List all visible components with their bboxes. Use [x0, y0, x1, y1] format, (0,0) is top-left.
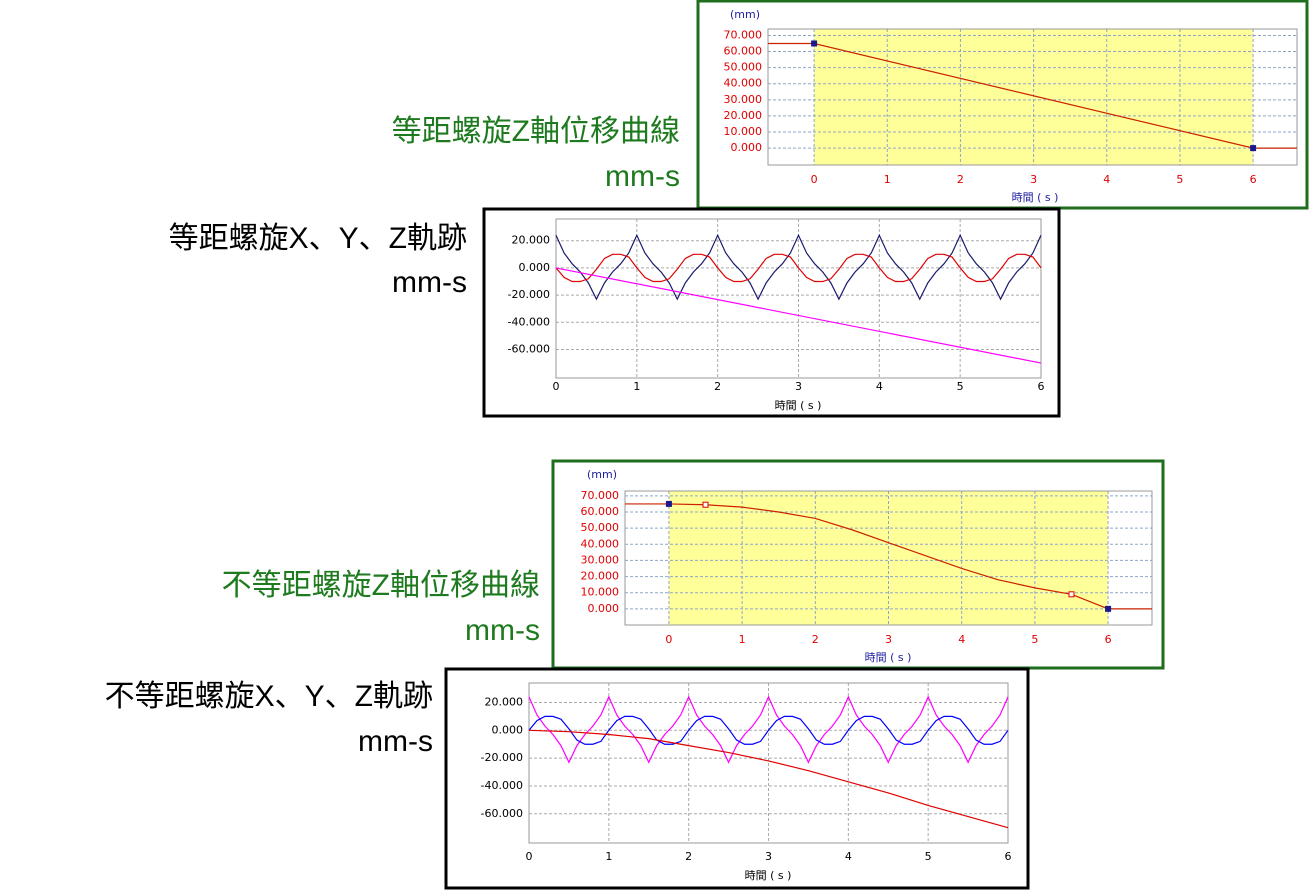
x-tick-label: 5	[1176, 173, 1183, 186]
x-tick-label: 2	[812, 633, 819, 646]
y-tick-label: 0.000	[731, 141, 763, 154]
series-line	[528, 715, 1009, 745]
x-tick-label: 3	[885, 633, 892, 646]
y-tick-label: 30.000	[724, 93, 763, 106]
x-tick-label: 0	[553, 380, 560, 393]
x-tick-label: 5	[957, 380, 964, 393]
y-tick-label: 10.000	[724, 125, 763, 138]
data-point	[1250, 145, 1257, 152]
y-tick-label: -20.000	[481, 751, 523, 764]
x-tick-label: 0	[526, 850, 533, 863]
x-tick-label: 4	[876, 380, 883, 393]
x-tick-label: 2	[957, 173, 964, 186]
data-point	[665, 500, 672, 507]
x-tick-label: 2	[685, 850, 692, 863]
chart-title: 不等距螺旋Z軸位移曲線	[222, 569, 540, 602]
series-line	[528, 695, 1009, 764]
chart-title: 等距螺旋X、Y、Z軌跡	[169, 222, 467, 255]
x-tick-label: 4	[845, 850, 852, 863]
x-tick-label: 5	[1031, 633, 1038, 646]
chart-frame	[482, 207, 1061, 418]
data-point	[1068, 591, 1075, 598]
x-tick-label: 3	[1030, 173, 1037, 186]
y-tick-label: 0.000	[492, 723, 524, 736]
y-tick-label: -40.000	[481, 779, 523, 792]
plot-border	[555, 218, 1042, 379]
y-tick-label: 0.000	[588, 602, 620, 615]
x-tick-label: 1	[605, 850, 612, 863]
y-tick-label: 10.000	[581, 586, 620, 599]
series-line	[555, 233, 1042, 301]
plot-border	[624, 490, 1153, 626]
x-tick-label: 1	[884, 173, 891, 186]
y-tick-label: 20.000	[512, 234, 551, 247]
y-tick-label: 40.000	[581, 537, 620, 550]
y-tick-label: 50.000	[724, 61, 763, 74]
x-tick-label: 3	[765, 850, 772, 863]
x-axis-label: 時間 ( s )	[1012, 191, 1059, 204]
y-axis-label: (mm)	[730, 8, 760, 21]
x-tick-label: 5	[925, 850, 932, 863]
y-tick-label: -40.000	[508, 315, 550, 328]
y-tick-label: -60.000	[481, 807, 523, 820]
series-line	[555, 253, 1042, 283]
x-tick-label: 4	[958, 633, 965, 646]
series-line	[555, 267, 1042, 364]
chart-subtitle: mm-s	[358, 725, 433, 758]
y-axis-label: (mm)	[587, 468, 617, 481]
chart-frame	[444, 667, 1030, 890]
chart-title: 等距螺旋Z軸位移曲線	[392, 115, 680, 148]
y-tick-label: 20.000	[485, 695, 524, 708]
x-tick-label: 6	[1105, 633, 1112, 646]
y-tick-label: 60.000	[581, 505, 620, 518]
data-point	[702, 501, 709, 508]
y-tick-label: 60.000	[724, 45, 763, 58]
plot-border	[767, 28, 1298, 166]
x-tick-label: 6	[1250, 173, 1257, 186]
data-point	[811, 40, 818, 47]
y-tick-label: 70.000	[581, 489, 620, 502]
x-axis-label: 時間 ( s )	[745, 869, 792, 882]
x-tick-label: 6	[1005, 850, 1012, 863]
chart-title: 不等距螺旋X、Y、Z軌跡	[105, 680, 433, 713]
y-tick-label: 50.000	[581, 521, 620, 534]
x-tick-label: 1	[739, 633, 746, 646]
series-line	[625, 503, 1152, 610]
series-line	[528, 729, 1009, 829]
chart-subtitle: mm-s	[392, 266, 467, 299]
y-tick-label: -60.000	[508, 342, 550, 355]
y-tick-label: 40.000	[724, 77, 763, 90]
y-tick-label: 70.000	[724, 28, 763, 41]
x-tick-label: 2	[714, 380, 721, 393]
y-tick-label: 20.000	[724, 109, 763, 122]
chart-subtitle: mm-s	[465, 614, 540, 647]
y-tick-label: 0.000	[519, 261, 551, 274]
y-tick-label: -20.000	[508, 288, 550, 301]
y-tick-label: 30.000	[581, 553, 620, 566]
x-tick-label: 1	[633, 380, 640, 393]
x-tick-label: 3	[795, 380, 802, 393]
x-tick-label: 4	[1103, 173, 1110, 186]
x-tick-label: 6	[1038, 380, 1045, 393]
y-tick-label: 20.000	[581, 570, 620, 583]
x-axis-label: 時間 ( s )	[865, 651, 912, 664]
series-line	[768, 42, 1297, 149]
data-point	[1105, 605, 1112, 612]
plot-border	[528, 682, 1009, 844]
x-axis-label: 時間 ( s )	[775, 399, 822, 412]
x-tick-label: 0	[811, 173, 818, 186]
chart-subtitle: mm-s	[605, 160, 680, 193]
x-tick-label: 0	[665, 633, 672, 646]
